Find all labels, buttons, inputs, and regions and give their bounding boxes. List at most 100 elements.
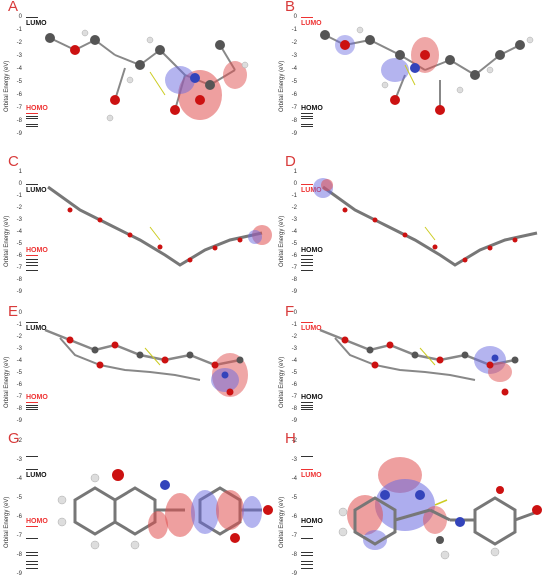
occupied-level <box>26 568 38 569</box>
homo-level <box>26 113 38 114</box>
occupied-level <box>26 552 38 553</box>
lumo-level <box>26 17 38 18</box>
y-tick: -3 <box>291 457 297 463</box>
y-tick: -2 <box>291 205 297 211</box>
y-tick: -7 <box>291 533 297 539</box>
y-tick: -1 <box>16 322 22 328</box>
y-tick: -5 <box>16 370 22 376</box>
molecule-structure-e <box>44 328 248 397</box>
y-tick: -4 <box>16 358 22 364</box>
occupied-level <box>301 124 313 125</box>
y-tick: -7 <box>291 265 297 271</box>
molecule-structure-a <box>45 29 249 122</box>
occupied-level <box>301 270 313 271</box>
lumo-label: LUMO <box>26 472 47 479</box>
panel-e: E Orbital Energy (eV) 0 -1 -2 -3 -4 -5 -… <box>0 300 275 430</box>
unoccupied-level <box>301 456 313 457</box>
y-tick: -9 <box>291 131 297 137</box>
y-tick: -9 <box>291 289 297 295</box>
homo-level <box>26 402 38 403</box>
occupied-level <box>26 116 38 117</box>
y-tick: -9 <box>16 571 22 577</box>
panel-b: B Orbital Energy (eV) 0 -1 -2 -3 -4 -5 -… <box>275 0 550 145</box>
occupied-level <box>26 405 38 406</box>
panel-letter-g: G <box>8 430 20 447</box>
occupied-level <box>301 259 313 260</box>
y-tick: -5 <box>16 241 22 247</box>
y-tick: -5 <box>291 495 297 501</box>
y-tick: 1 <box>293 169 297 175</box>
lumo-level <box>26 322 38 323</box>
y-tick: 0 <box>293 14 297 20</box>
y-tick: -2 <box>291 334 297 340</box>
occupied-level <box>301 568 313 569</box>
homo-label: HOMO <box>26 247 48 254</box>
occupied-level <box>26 270 38 271</box>
lumo-level <box>301 469 313 470</box>
homo-level <box>301 402 313 403</box>
occupied-level <box>301 116 313 117</box>
y-tick: -7 <box>16 394 22 400</box>
y-tick: -2 <box>16 205 22 211</box>
y-tick: -7 <box>16 533 22 539</box>
homo-label: HOMO <box>301 105 323 112</box>
y-tick: -5 <box>16 495 22 501</box>
occupied-level <box>26 555 38 556</box>
y-tick: -8 <box>16 118 22 124</box>
homo-label: HOMO <box>26 394 48 401</box>
occupied-level <box>26 262 38 263</box>
y-tick: -3 <box>291 217 297 223</box>
unoccupied-level <box>26 456 38 457</box>
y-tick: -1 <box>291 27 297 33</box>
lumo-label: LUMO <box>301 325 322 332</box>
y-tick: -7 <box>16 265 22 271</box>
homo-label: HOMO <box>301 247 323 254</box>
panel-h: H Orbital Energy (eV) -2 -3 -4 -5 -6 -7 … <box>275 430 550 585</box>
occupied-level <box>26 564 38 565</box>
y-tick: -1 <box>16 193 22 199</box>
occupied-level <box>301 118 313 119</box>
molecule-structure-g <box>57 469 273 550</box>
y-tick: -1 <box>16 27 22 33</box>
y-tick: -9 <box>16 131 22 137</box>
homo-label: HOMO <box>26 105 48 112</box>
y-tick: -9 <box>291 571 297 577</box>
occupied-level <box>301 564 313 565</box>
occupied-level <box>26 118 38 119</box>
lumo-level <box>301 322 313 323</box>
molecule-structure-d <box>313 178 538 267</box>
homo-label: HOMO <box>301 394 323 401</box>
panel-d: D Orbital Energy (eV) 1 0 -1 -2 -3 -4 -5… <box>275 153 550 300</box>
y-tick: 0 <box>293 181 297 187</box>
panel-letter-f: F <box>285 303 295 320</box>
y-tick: -3 <box>16 53 22 59</box>
homo-label: HOMO <box>301 518 323 525</box>
y-tick: -2 <box>291 438 297 444</box>
y-tick: -2 <box>16 438 22 444</box>
y-tick: -4 <box>16 229 22 235</box>
homo-level <box>301 526 313 527</box>
occupied-level <box>301 405 313 406</box>
occupied-level <box>301 126 313 127</box>
occupied-level <box>301 262 313 263</box>
y-tick: -8 <box>16 406 22 412</box>
y-tick: -3 <box>16 346 22 352</box>
homo-level <box>26 255 38 256</box>
occupied-level <box>301 407 313 408</box>
panel-a: A Orbital Energy (eV) 0 -1 -2 -3 -4 -5 -… <box>0 0 275 145</box>
y-tick: -3 <box>16 217 22 223</box>
y-tick: -5 <box>291 79 297 85</box>
y-tick: -4 <box>291 358 297 364</box>
lumo-label: LUMO <box>301 187 322 194</box>
lumo-level <box>26 184 38 185</box>
panel-letter-e: E <box>8 303 19 320</box>
y-tick: 0 <box>293 310 297 316</box>
y-tick: -8 <box>16 552 22 558</box>
y-tick: -5 <box>16 79 22 85</box>
occupied-level <box>26 126 38 127</box>
lumo-level <box>301 184 313 185</box>
lumo-label: LUMO <box>301 472 322 479</box>
y-tick: -4 <box>291 66 297 72</box>
y-tick: -6 <box>16 253 22 259</box>
lumo-label: LUMO <box>301 20 322 27</box>
